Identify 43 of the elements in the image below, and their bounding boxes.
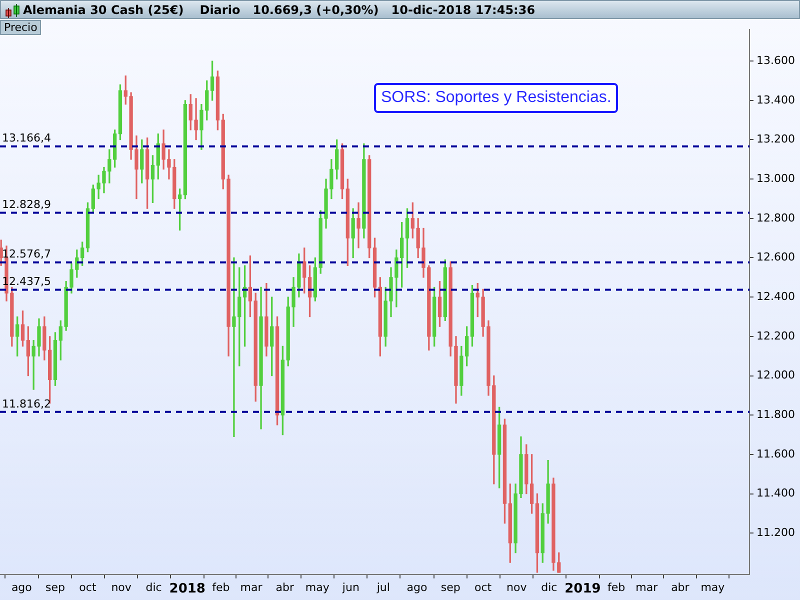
x-tick-label: mar [636,580,658,594]
x-tick-label: sep [440,580,460,594]
x-tick-label: feb [607,580,626,594]
y-tick-label: 11.400 [756,486,796,500]
x-tick-label: oct [474,580,492,594]
x-tick-label: mar [240,580,263,594]
y-tick-label: 13.000 [756,172,796,185]
y-tick-label: 12.800 [756,211,796,224]
y-tick-label: 13.400 [756,93,796,106]
x-tick-label: sep [45,580,65,594]
x-tick-label: dic [146,580,162,594]
y-tick-label: 13.600 [756,54,796,67]
y-tick-label: 13.200 [756,132,796,146]
x-tick-label: ago [11,580,32,594]
x-tick-label: 2019 [564,582,601,597]
y-tick-label: 11.800 [756,408,796,421]
x-tick-label: jul [376,580,390,594]
x-tick-label: feb [212,580,230,594]
x-tick-label: oct [79,580,97,594]
x-tick-label: dic [541,580,558,594]
y-axis-title: Precio [0,20,42,35]
y-tick-label: 11.600 [756,447,796,460]
y-tick-label: 11.200 [756,526,796,539]
chart-subtitle: Diario 10.669,3 (+0,30%) 10-dic-2018 17:45:36 [200,2,536,18]
chart-title: Alemania 30 Cash (25€) [23,2,184,18]
x-tick-label: ago [406,580,428,594]
x-tick-label: nov [506,580,528,594]
candlestick [356,202,360,248]
y-tick-label: 12.600 [756,250,796,264]
x-tick-label: nov [111,580,132,594]
x-tick-label: may [700,580,726,594]
x-tick-label: jun [341,580,360,594]
x-tick-label: 2018 [169,582,206,597]
annotation: SORS: Soportes y Resistencias. [374,83,618,113]
x-tick-label: may [305,580,330,594]
ref-line-label: 11.816,2 [2,397,51,410]
y-tick-label: 12.000 [756,368,796,382]
y-tick-label: 12.400 [756,290,796,303]
x-tick-label: abr [671,580,690,594]
y-tick-label: 12.200 [756,329,796,342]
ref-line-label: 12.828,9 [2,198,51,212]
x-tick-label: abr [276,580,294,594]
ref-line-label: 13.166,4 [2,132,51,145]
